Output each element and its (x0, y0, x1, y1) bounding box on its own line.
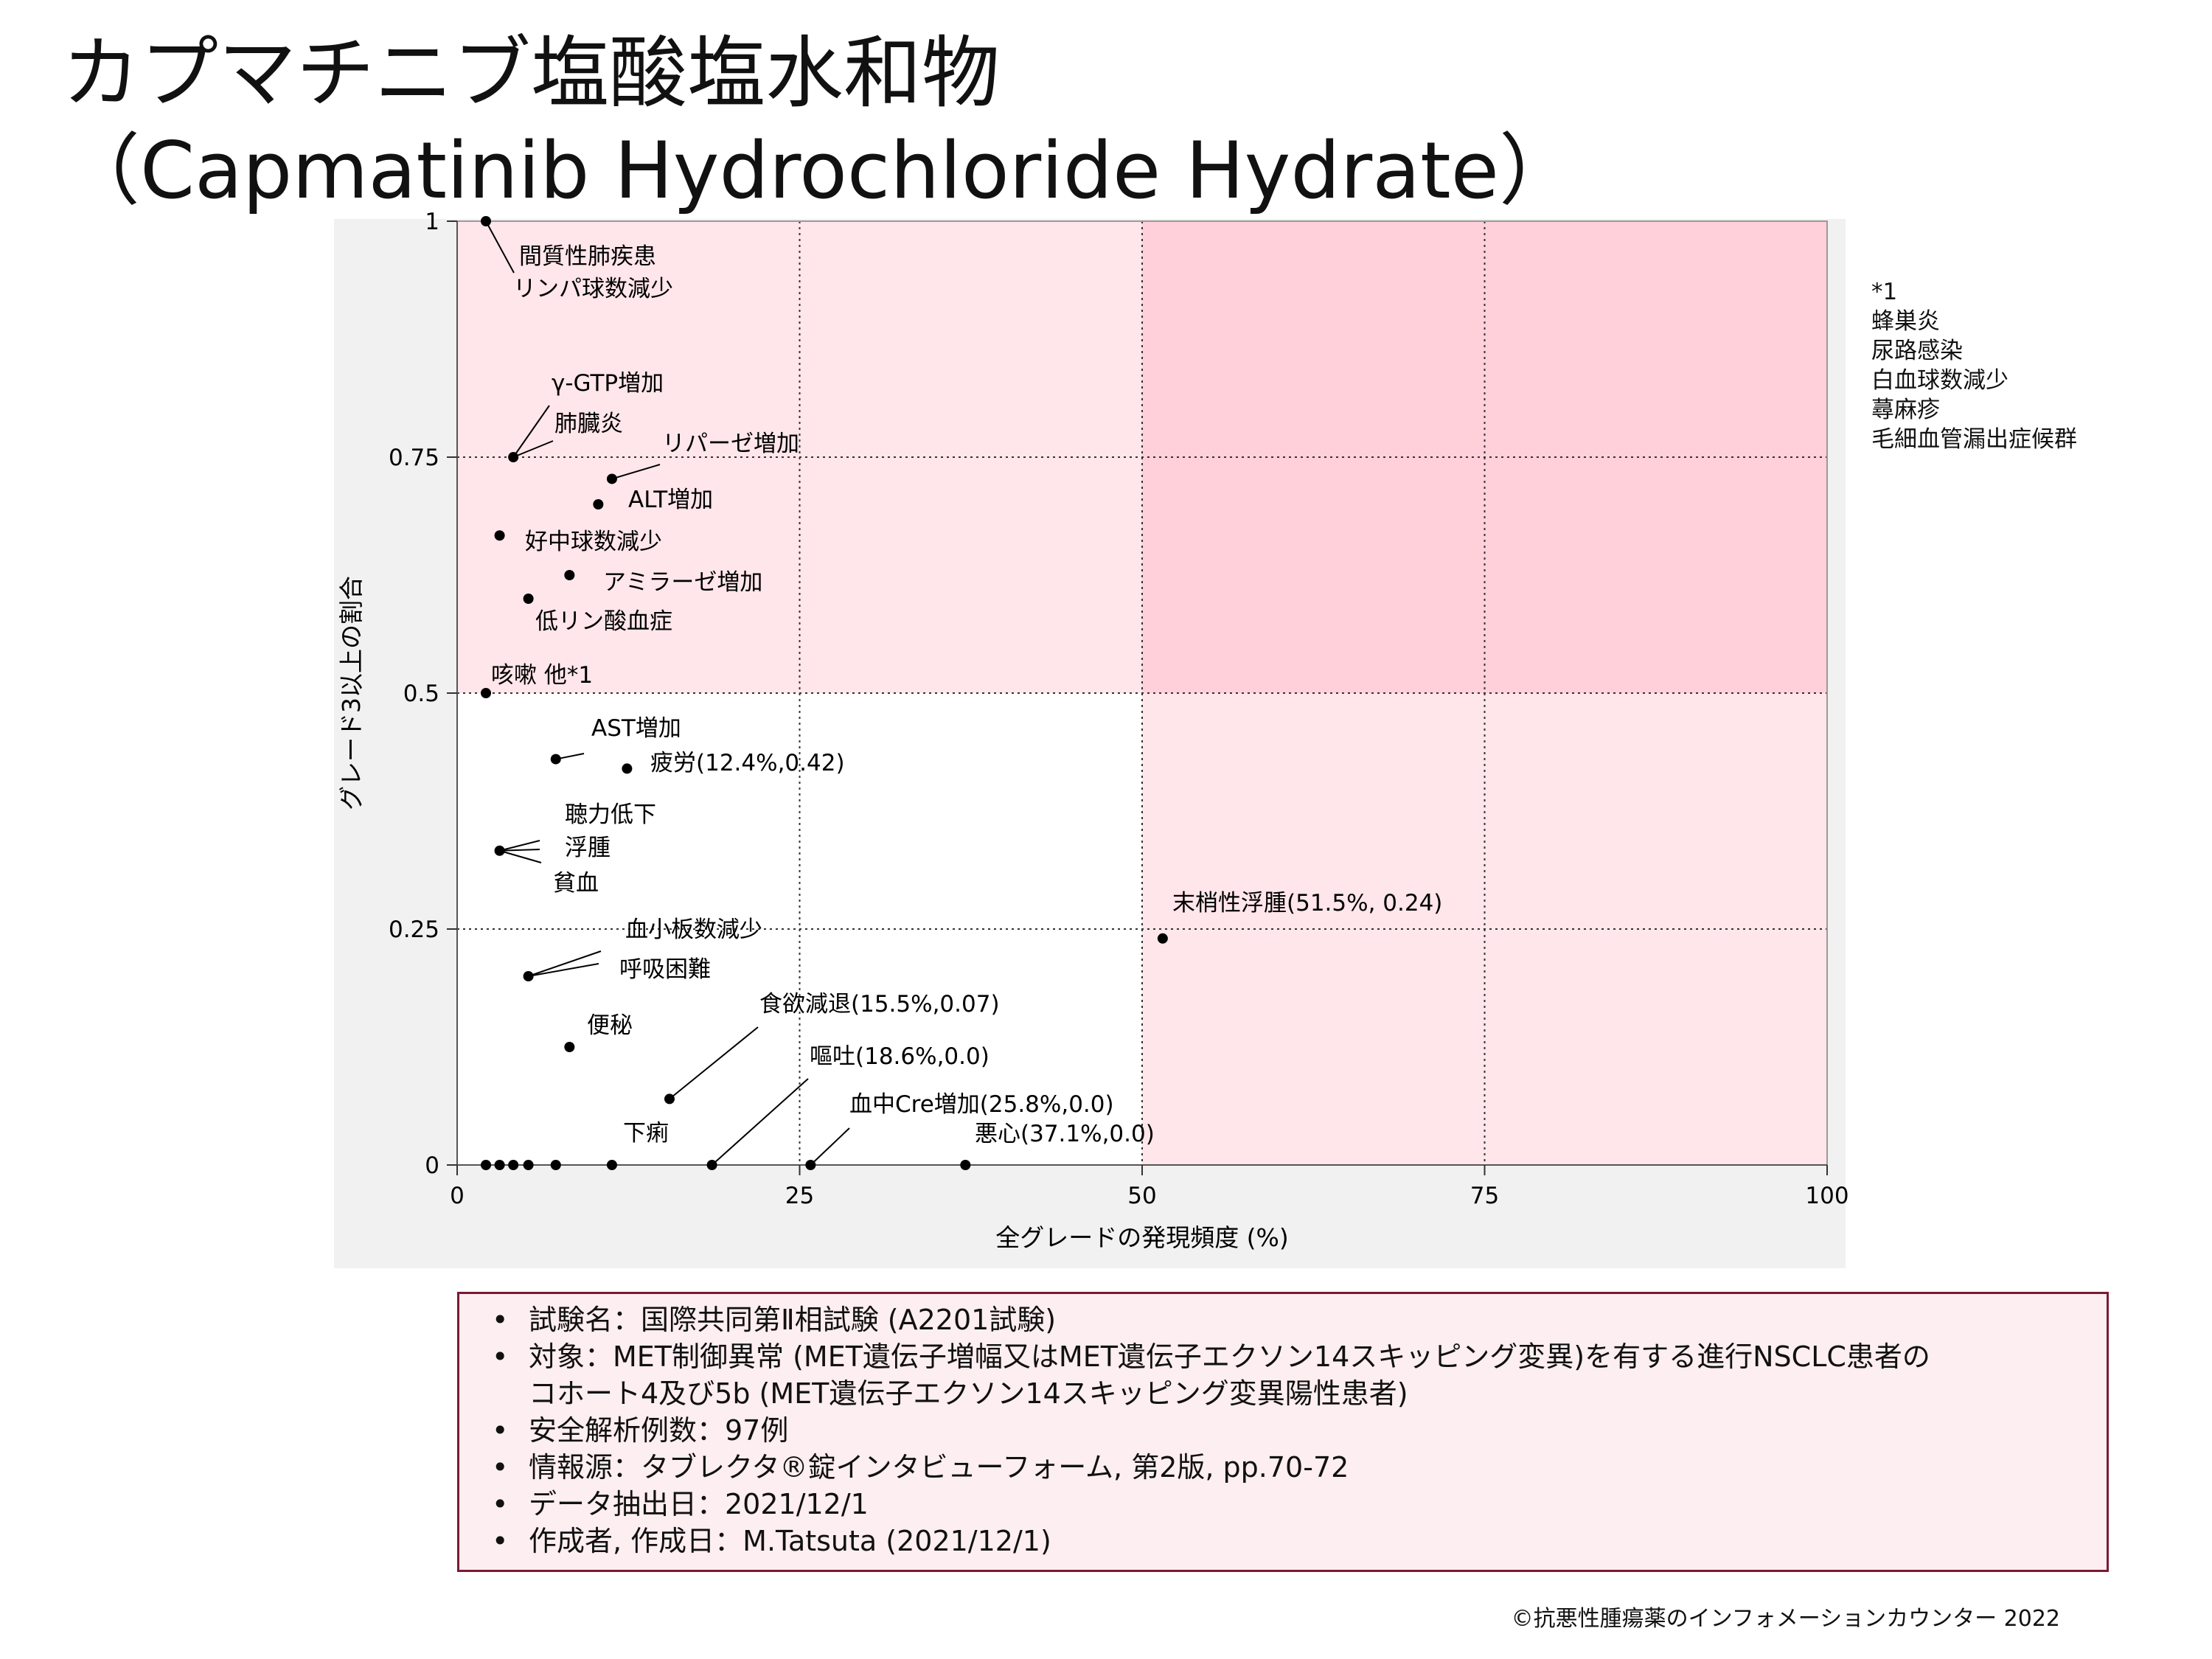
footnote-item: 尿路感染 (1871, 338, 1963, 364)
leader-line (528, 950, 602, 977)
info-item-author: 作成者, 作成日：M.Tatsuta (2021/12/1) (481, 1523, 2084, 1559)
y-tick-label: 0.75 (389, 445, 439, 471)
info-item-source: 情報源：タブレクタ®錠インタビューフォーム, 第2版, pp.70-72 (481, 1449, 2084, 1486)
point-label: 末梢性浮腫(51.5%, 0.24) (1172, 890, 1442, 917)
data-point (481, 688, 492, 698)
x-tick-label: 50 (1127, 1183, 1156, 1209)
info-item-population: 対象：MET制御異常 (MET遺伝子増幅又はMET遺伝子エクソン14スキッピング… (481, 1338, 2084, 1412)
axis-ticks: 0 0.25 0.5 0.75 1 0 25 50 75 100 (389, 209, 1849, 1209)
leader-line (499, 840, 540, 852)
data-point (508, 452, 519, 462)
data-point (564, 570, 575, 580)
y-tick-label: 0.25 (389, 917, 439, 943)
x-axis-label: 全グレードの発現頻度 (%) (995, 1223, 1289, 1252)
data-point (481, 1160, 492, 1170)
point-label: γ-GTP増加 (552, 370, 664, 397)
copyright-notice: ©抗悪性腫瘍薬のインフォメーションカウンター 2022 (1511, 1606, 2060, 1632)
data-point (606, 1160, 617, 1170)
point-label: 貧血 (553, 870, 599, 897)
x-tick-label: 0 (450, 1183, 465, 1209)
footnote-item: *1 (1871, 279, 1898, 305)
leader-line (669, 1026, 759, 1100)
footnote-item: 蕁麻疹 (1871, 397, 1940, 423)
footnote-item: 毛細血管漏出症候群 (1871, 426, 2077, 453)
data-point (664, 1093, 675, 1105)
point-label: 疲労(12.4%,0.42) (650, 750, 845, 776)
point-label: 下痢 (623, 1120, 669, 1147)
point-label: 悪心(37.1%,0.0) (975, 1121, 1155, 1147)
page-title: カプマチニブ塩酸塩水和物 （Capmatinib Hydrochloride H… (62, 25, 1577, 220)
y-tick-label: 1 (425, 209, 439, 235)
point-label: リパーゼ増加 (662, 431, 799, 457)
point-label: AST増加 (591, 715, 681, 742)
point-label: 嘔吐(18.6%,0.0) (810, 1043, 990, 1070)
point-label: 聴力低下 (565, 801, 656, 828)
x-tick-label: 100 (1805, 1183, 1848, 1209)
point-label: 血小板数減少 (625, 917, 762, 943)
point-label: 血中Cre増加(25.8%,0.0) (849, 1091, 1114, 1118)
info-item-trial: 試験名：国際共同第Ⅱ相試験 (A2201試験) (481, 1301, 2084, 1338)
point-label: 食欲減退(15.5%,0.07) (759, 991, 1000, 1018)
point-label: ALT増加 (628, 487, 713, 513)
leader-line (711, 1078, 809, 1166)
data-point (481, 216, 492, 226)
footnote-item: 蜂巣炎 (1871, 308, 1940, 335)
point-label: 浮腫 (565, 835, 611, 861)
y-tick-label: 0 (425, 1152, 439, 1179)
data-point (494, 845, 505, 856)
data-point (550, 1160, 561, 1170)
data-point (606, 473, 617, 484)
data-point (706, 1160, 717, 1170)
leader-line (499, 849, 540, 852)
data-point (960, 1160, 971, 1170)
title-line-english: （Capmatinib Hydrochloride Hydrate） (62, 125, 1577, 216)
data-point (508, 1160, 519, 1170)
gridlines (457, 221, 1827, 1165)
point-label: 間質性肺疾患 (519, 243, 656, 270)
x-tick-label: 75 (1470, 1183, 1499, 1209)
data-point (523, 594, 534, 604)
leader-line (512, 440, 554, 458)
data-point (523, 1160, 534, 1170)
point-label: 咳嗽 他*1 (491, 662, 593, 689)
data-point (523, 971, 534, 981)
data-point (564, 1042, 575, 1052)
point-label: 低リン酸血症 (535, 608, 672, 635)
leader-line (512, 405, 550, 458)
data-point (805, 1160, 816, 1170)
info-item-sample-size: 安全解析例数：97例 (481, 1412, 2084, 1449)
info-item-extraction-date: データ抽出日：2021/12/1 (481, 1486, 2084, 1523)
data-point (622, 763, 633, 774)
data-points (481, 216, 1168, 1170)
footnote-list: *1 蜂巣炎 尿路感染 白血球数減少 蕁麻疹 毛細血管漏出症候群 (1871, 277, 2077, 454)
point-label: リンパ球数減少 (513, 276, 673, 302)
data-point (1157, 933, 1168, 944)
data-point (593, 499, 604, 509)
point-label: 便秘 (587, 1012, 633, 1039)
data-point (494, 530, 505, 541)
leader-lines (485, 220, 850, 1166)
leader-line (611, 464, 661, 480)
point-label: 呼吸困難 (619, 956, 711, 983)
x-tick-label: 25 (785, 1183, 814, 1209)
leader-line (499, 849, 542, 863)
data-point (494, 1160, 505, 1170)
leader-line (528, 963, 599, 977)
title-line-japanese: カプマチニブ塩酸塩水和物 (62, 28, 1000, 119)
point-label: アミラーゼ増加 (603, 569, 762, 596)
study-info-box: 試験名：国際共同第Ⅱ相試験 (A2201試験) 対象：MET制御異常 (MET遺… (457, 1292, 2109, 1572)
point-label: 好中球数減少 (525, 529, 662, 555)
footnote-item: 白血球数減少 (1871, 367, 2008, 394)
point-label: 肺臓炎 (554, 411, 623, 437)
y-tick-label: 0.5 (403, 681, 439, 707)
data-point (550, 754, 561, 765)
leader-line (485, 220, 515, 274)
leader-line (810, 1127, 850, 1166)
y-axis-label: グレード3以上の割合 (337, 576, 366, 810)
